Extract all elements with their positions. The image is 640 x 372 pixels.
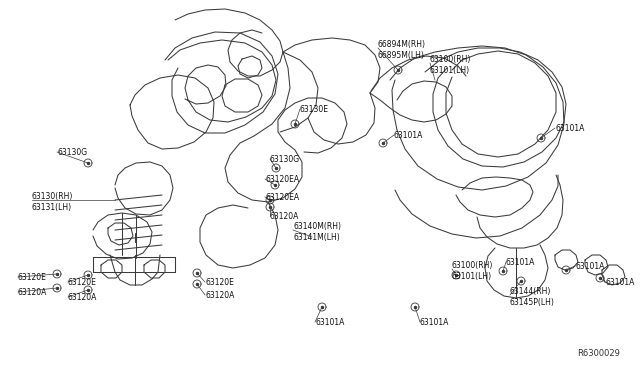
Text: 63101A: 63101A [575, 262, 604, 271]
Text: 63130G: 63130G [57, 148, 87, 157]
Text: 63130G: 63130G [270, 155, 300, 164]
Text: 66894M(RH)
66895M(LH): 66894M(RH) 66895M(LH) [378, 40, 426, 60]
Text: 63144(RH)
63145P(LH): 63144(RH) 63145P(LH) [510, 287, 555, 307]
Text: 63100(RH)
63101(LH): 63100(RH) 63101(LH) [452, 261, 493, 281]
Text: 63130(RH)
63131(LH): 63130(RH) 63131(LH) [32, 192, 74, 212]
Text: 63100(RH)
63101(LH): 63100(RH) 63101(LH) [430, 55, 472, 75]
Text: 63101A: 63101A [555, 124, 584, 133]
Text: 63140M(RH)
63141M(LH): 63140M(RH) 63141M(LH) [293, 222, 341, 242]
Text: 63101A: 63101A [394, 131, 424, 140]
Text: 63101A: 63101A [506, 258, 536, 267]
Text: R6300029: R6300029 [577, 349, 620, 358]
Text: 63101A: 63101A [420, 318, 449, 327]
Text: 63120EA: 63120EA [265, 193, 299, 202]
Text: 63130E: 63130E [300, 105, 329, 114]
Text: 63101A: 63101A [605, 278, 634, 287]
Text: 63120E: 63120E [18, 273, 47, 282]
Text: 63101A: 63101A [315, 318, 344, 327]
Text: 63120A: 63120A [270, 212, 300, 221]
Text: 63120E: 63120E [68, 278, 97, 287]
Text: 63120E: 63120E [205, 278, 234, 287]
Text: 63120A: 63120A [68, 293, 97, 302]
Text: 63120EA: 63120EA [265, 175, 299, 184]
Text: 63120A: 63120A [205, 291, 234, 300]
Text: 63120A: 63120A [18, 288, 47, 297]
